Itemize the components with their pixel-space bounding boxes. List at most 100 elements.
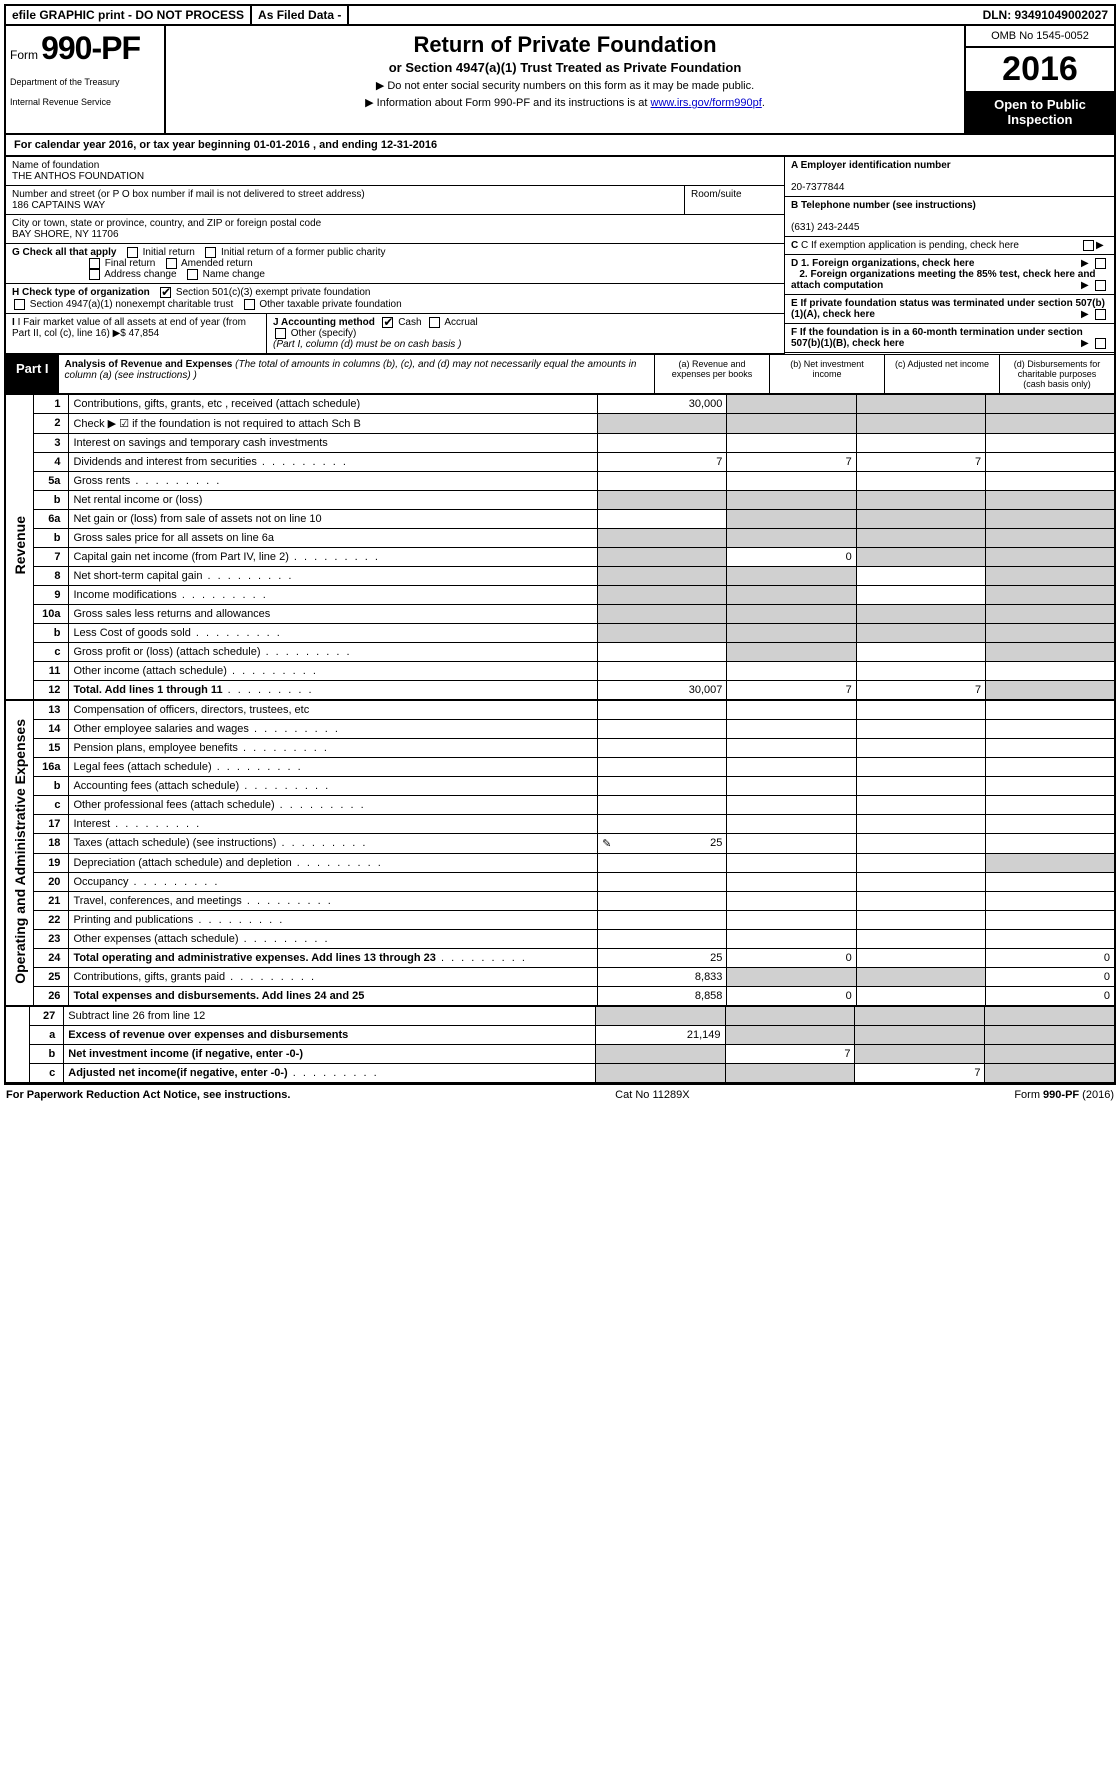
cb-other-method[interactable] [275,328,286,339]
foundation-name-cell: Name of foundation THE ANTHOS FOUNDATION [6,157,784,186]
ein-cell: A Employer identification number 20-7377… [785,157,1114,197]
table-row: bLess Cost of goods sold [5,623,1115,642]
dept-irs: Internal Revenue Service [10,97,160,107]
expense-table: Operating and Administrative Expenses13C… [4,701,1116,1007]
info-block: Name of foundation THE ANTHOS FOUNDATION… [4,157,1116,354]
table-row: 26Total expenses and disbursements. Add … [5,986,1115,1006]
cb-accrual[interactable] [429,317,440,328]
asfiled-label: As Filed Data - [252,6,349,24]
part1-label: Part I [6,355,59,393]
city-cell: City or town, state or province, country… [6,215,784,244]
table-row: 7Capital gain net income (from Part IV, … [5,547,1115,566]
f-60month-cell: F If the foundation is in a 60-month ter… [785,324,1114,353]
revenue-table: Revenue1Contributions, gifts, grants, et… [4,395,1116,701]
arrow-icon [1096,240,1108,251]
table-row: bNet investment income (if negative, ent… [5,1044,1115,1063]
ein-value: 20-7377844 [791,182,844,193]
table-row: 16aLegal fees (attach schedule) [5,757,1115,776]
irs-link[interactable]: www.irs.gov/form990pf [651,97,762,109]
table-row: 20Occupancy [5,872,1115,891]
year-begin: 01-01-2016 [254,139,310,151]
table-row: 3Interest on savings and temporary cash … [5,433,1115,452]
footer-mid: Cat No 11289X [615,1089,689,1101]
table-row: cOther professional fees (attach schedul… [5,795,1115,814]
cb-final[interactable] [89,258,100,269]
address-cell: Number and street (or P O box number if … [6,186,684,215]
table-row: 12Total. Add lines 1 through 1130,00777 [5,680,1115,700]
cb-address-change[interactable] [89,269,100,280]
cb-amended[interactable] [166,258,177,269]
table-row: 4Dividends and interest from securities7… [5,452,1115,471]
table-row: Revenue1Contributions, gifts, grants, et… [5,395,1115,414]
table-row: Operating and Administrative Expenses13C… [5,701,1115,720]
cb-exemption[interactable] [1083,240,1094,251]
table-row: 9Income modifications [5,585,1115,604]
e-terminated-cell: E If private foundation status was termi… [785,295,1114,324]
year-end: 12-31-2016 [381,139,437,151]
header-left: Form 990-PF Department of the Treasury I… [6,26,166,133]
table-row: 22Printing and publications [5,910,1115,929]
table-row: 5aGross rents [5,471,1115,490]
cb-foreign[interactable] [1095,258,1106,269]
col-b-header: (b) Net investment income [769,355,884,393]
table-row: 8Net short-term capital gain [5,566,1115,585]
table-row: 19Depreciation (attach schedule) and dep… [5,853,1115,872]
form-prefix: Form [10,48,38,62]
g-check-row: G Check all that apply Initial return In… [6,244,784,284]
cb-cash[interactable] [382,317,393,328]
cb-terminated[interactable] [1095,309,1106,320]
table-row: 15Pension plans, employee benefits [5,738,1115,757]
calendar-year-row: For calendar year 2016, or tax year begi… [4,135,1116,157]
cb-60month[interactable] [1095,338,1106,349]
table-row: 6aNet gain or (loss) from sale of assets… [5,509,1115,528]
table-row: cAdjusted net income(if negative, enter … [5,1063,1115,1083]
page-footer: For Paperwork Reduction Act Notice, see … [4,1084,1116,1105]
cb-other-taxable[interactable] [244,299,255,310]
accounting-method-cell: J Accounting method Cash Accrual Other (… [266,314,784,354]
footer-left: For Paperwork Reduction Act Notice, see … [6,1089,290,1101]
fmv-cell: I I Fair market value of all assets at e… [6,314,266,354]
table-row: bNet rental income or (loss) [5,490,1115,509]
table-row: 25Contributions, gifts, grants paid8,833… [5,967,1115,986]
table-row: 18Taxes (attach schedule) (see instructi… [5,833,1115,853]
h-check-row: H Check type of organization Section 501… [6,284,784,313]
table-row: 23Other expenses (attach schedule) [5,929,1115,948]
cb-501c3[interactable] [160,287,171,298]
form-number: 990-PF [41,30,140,66]
table-row: 24Total operating and administrative exp… [5,948,1115,967]
col-c-header: (c) Adjusted net income [884,355,999,393]
phone-cell: B Telephone number (see instructions) (6… [785,197,1114,237]
room-cell: Room/suite [684,186,784,215]
fmv-value: ▶$ 47,854 [113,328,160,339]
cb-4947[interactable] [14,299,25,310]
bottom-table: 27Subtract line 26 from line 12aExcess o… [4,1007,1116,1084]
exemption-cell: C C If exemption application is pending,… [785,237,1114,255]
phone-value: (631) 243-2445 [791,222,859,233]
dln-label: DLN: 93491049002027 [977,6,1114,24]
foundation-name: THE ANTHOS FOUNDATION [12,171,144,182]
instr-link: ▶ Information about Form 990-PF and its … [176,96,954,109]
form-header: Form 990-PF Department of the Treasury I… [4,26,1116,135]
cb-85pct[interactable] [1095,280,1106,291]
table-row: bAccounting fees (attach schedule) [5,776,1115,795]
form-subtitle: or Section 4947(a)(1) Trust Treated as P… [176,60,954,75]
table-row: 17Interest [5,814,1115,833]
table-row: 21Travel, conferences, and meetings [5,891,1115,910]
instr-ssn: ▶ Do not enter social security numbers o… [176,79,954,92]
part1-desc: Analysis of Revenue and Expenses (The to… [59,355,654,393]
table-row: 11Other income (attach schedule) [5,661,1115,680]
top-bar: efile GRAPHIC print - DO NOT PROCESS As … [4,4,1116,26]
form-title: Return of Private Foundation [176,32,954,58]
dept-treasury: Department of the Treasury [10,77,160,87]
table-row: bGross sales price for all assets on lin… [5,528,1115,547]
col-a-header: (a) Revenue and expenses per books [654,355,769,393]
table-row: 2Check ▶ ☑ if the foundation is not requ… [5,413,1115,433]
cb-name-change[interactable] [187,269,198,280]
efile-label: efile GRAPHIC print - DO NOT PROCESS [6,6,252,24]
cb-initial-former[interactable] [205,247,216,258]
table-row: 10aGross sales less returns and allowanc… [5,604,1115,623]
table-row: 14Other employee salaries and wages [5,719,1115,738]
cb-initial[interactable] [127,247,138,258]
table-row: 27Subtract line 26 from line 12 [5,1007,1115,1026]
header-right: OMB No 1545-0052 2016 Open to Public Ins… [964,26,1114,133]
